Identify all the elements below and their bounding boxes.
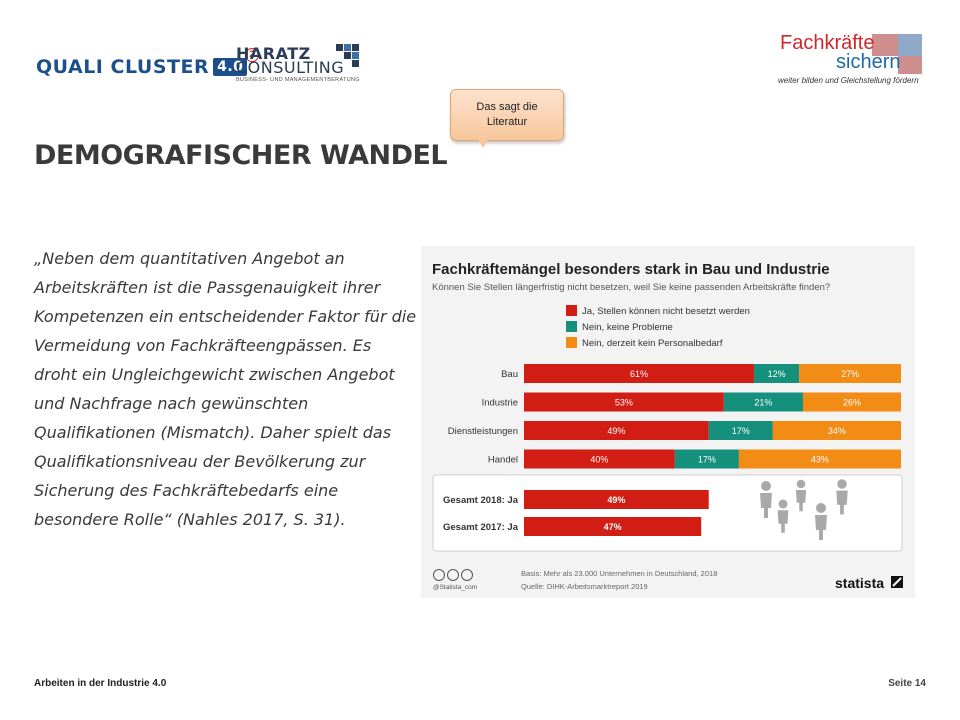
data-label: 61%	[630, 369, 648, 379]
person-head-icon	[796, 479, 806, 489]
data-label: 17%	[732, 426, 750, 436]
bar-segment	[753, 364, 800, 383]
category-label: Bau	[501, 369, 518, 380]
quote-text: „Neben dem quantitativen Angebot an Arbe…	[34, 244, 419, 534]
total-category-label: Gesamt 2018: Ja	[443, 495, 519, 506]
fachkraefte-sichern-logo: Fachkräfte sichern weiter bilden und Gle…	[776, 32, 936, 88]
legend-label: Nein, keine Probleme	[582, 322, 673, 333]
slide-title: DEMOGRAFISCHER WANDEL	[34, 140, 448, 171]
qualicluster-word2: CLUSTER	[110, 56, 210, 78]
person-body-icon	[836, 490, 848, 515]
license-icon	[461, 569, 473, 581]
bar-segment	[738, 449, 901, 469]
person-head-icon	[837, 479, 847, 489]
legend-swatch	[566, 305, 577, 316]
statista-chart: Fachkräftemängel besonders stark in Bau …	[421, 246, 915, 598]
callout-line2: Literatur	[486, 116, 528, 128]
chart-basis: Basis: Mehr als 23.000 Unternehmen in De…	[521, 569, 717, 578]
haratz-mark-icon	[336, 44, 359, 67]
bar-segment	[772, 421, 901, 440]
person-body-icon	[777, 510, 789, 533]
totals-panel	[432, 474, 903, 552]
license-icon	[433, 569, 445, 581]
person-body-icon	[760, 493, 772, 518]
legend-label: Nein, derzeit kein Personalbedarf	[582, 338, 723, 349]
chart-subtitle: Können Sie Stellen längerfristig nicht b…	[432, 282, 830, 293]
bar-segment	[802, 392, 901, 412]
total-bar	[524, 490, 709, 509]
bar-segment	[799, 364, 901, 383]
bar-segment	[674, 449, 739, 469]
fk-line1: Fachkräfte	[780, 32, 875, 54]
qualicluster-word1: QUALI	[36, 56, 104, 78]
total-bar	[524, 517, 702, 536]
qualicluster-superscript: 2	[245, 48, 260, 62]
category-label: Handel	[488, 455, 518, 466]
chart-svg: Fachkräftemängel besonders stark in Bau …	[432, 261, 903, 591]
data-label: 12%	[768, 369, 786, 379]
haratz-line2: CONSULTING	[236, 58, 345, 77]
fk-line2: sichern	[836, 51, 901, 73]
qualicluster-version: 4.0	[213, 58, 248, 76]
quote-paragraph: „Neben dem quantitativen Angebot an Arbe…	[34, 249, 417, 529]
total-data-label: 47%	[604, 522, 622, 532]
person-body-icon	[795, 489, 807, 512]
person-head-icon	[816, 503, 826, 513]
page-number: Seite 14	[888, 678, 926, 689]
person-head-icon	[778, 499, 788, 509]
legend-label: Ja, Stellen können nicht besetzt werden	[582, 306, 750, 317]
statista-brand: statista	[835, 575, 884, 591]
total-data-label: 49%	[607, 495, 625, 505]
chart-title: Fachkräftemängel besonders stark in Bau …	[432, 261, 830, 278]
bar-segment	[524, 421, 709, 440]
data-label: 43%	[811, 455, 829, 465]
literature-callout: Das sagt die Literatur	[450, 89, 564, 141]
legend-swatch	[566, 321, 577, 332]
statista-handle: @Statista_com	[433, 584, 477, 591]
bar-segment	[524, 364, 754, 383]
category-label: Dienstleistungen	[448, 426, 518, 437]
fk-square-red-lower	[898, 56, 922, 74]
data-label: 26%	[843, 398, 861, 408]
callout-tail	[477, 138, 489, 148]
haratz-logo: HARATZ CONSULTING BUSINESS- UND MANAGEME…	[236, 44, 364, 84]
person-body-icon	[815, 515, 827, 540]
bar-segment	[524, 449, 675, 469]
fk-square-red	[872, 34, 898, 56]
haratz-tagline: BUSINESS- UND MANAGEMENTBERATUNG	[236, 77, 360, 83]
haratz-line1: HARATZ	[236, 44, 311, 63]
bar-segment	[723, 392, 803, 412]
callout-line1: Das sagt die	[476, 101, 538, 113]
bar-segment	[708, 421, 773, 440]
data-label: 53%	[615, 398, 633, 408]
bar-segment	[524, 392, 724, 412]
person-head-icon	[761, 481, 771, 491]
data-label: 27%	[841, 369, 859, 379]
qualicluster-logo: QUALI CLUSTER 4.0 2	[36, 48, 260, 78]
data-label: 49%	[607, 426, 625, 436]
data-label: 40%	[590, 455, 608, 465]
category-label: Industrie	[482, 398, 518, 409]
data-label: 34%	[828, 426, 846, 436]
statista-logo-stripe	[892, 577, 902, 587]
legend-swatch	[566, 337, 577, 348]
total-category-label: Gesamt 2017: Ja	[443, 522, 519, 533]
fk-square-blue	[898, 34, 922, 56]
chart-source: Quelle: DIHK-Arbeitsmarktreport 2019	[521, 582, 648, 591]
data-label: 17%	[698, 455, 716, 465]
footer-title: Arbeiten in der Industrie 4.0	[34, 678, 167, 689]
fk-tagline: weiter bilden und Gleichstellung fördern	[778, 76, 919, 85]
data-label: 21%	[754, 398, 772, 408]
license-icon	[447, 569, 459, 581]
